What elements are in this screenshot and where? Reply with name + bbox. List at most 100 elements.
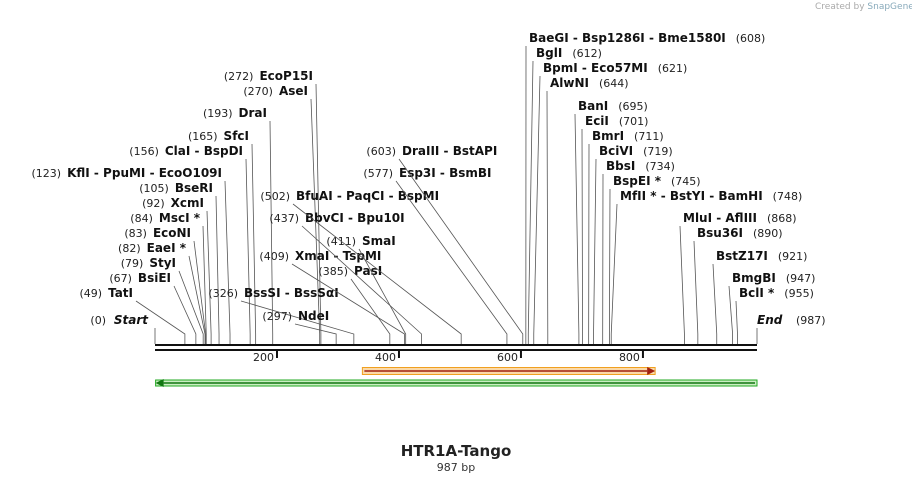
site-name: MscI * (159, 211, 201, 225)
site-position: (603) (366, 145, 396, 158)
site-position: (748) (773, 190, 803, 203)
site-leader-line (135, 300, 186, 344)
site-position: (745) (671, 175, 701, 188)
site-position: (612) (572, 47, 602, 60)
site-name: MluI - AflIII (683, 211, 757, 225)
site-name: KflI - PpuMI - EcoO109I (67, 166, 222, 180)
site-name: EcoP15I (259, 69, 313, 83)
site-name: BsiEI (138, 271, 171, 285)
site-position: (621) (658, 62, 688, 75)
site-leader-line (206, 210, 212, 344)
site-position: (79) (121, 257, 144, 270)
site-leader-line (292, 203, 462, 344)
site-name: BanI (578, 99, 608, 113)
site-leader-line (173, 285, 197, 344)
feature-green-arrowhead (155, 379, 164, 387)
site-name: BciVI (599, 144, 633, 158)
site-position: (695) (618, 100, 648, 113)
site-leader-line (178, 270, 204, 344)
backbone-bottom-strand (155, 349, 757, 351)
site-leader-line (728, 285, 734, 344)
site-position: (123) (31, 167, 61, 180)
map-title: HTR1A-Tango (400, 442, 512, 460)
site-position: (105) (139, 182, 169, 195)
site-leader-line (315, 83, 322, 344)
site-leader-line (679, 225, 685, 344)
site-name: AlwNI (550, 76, 589, 90)
site-position: (890) (753, 227, 783, 240)
credit-text: Created by SnapGene (815, 2, 912, 12)
map-length: 987 bp (436, 461, 476, 474)
site-name: BspEI * (613, 174, 662, 188)
site-leader-line (593, 158, 597, 344)
site-position: (955) (784, 287, 814, 300)
site-position: (921) (778, 250, 808, 263)
site-position: (437) (269, 212, 299, 225)
site-name: EcoNI (153, 226, 191, 240)
ruler-tick-label: 400 (375, 351, 396, 364)
site-name: MfII * - BstYI - BamHI (620, 189, 763, 203)
site-name: BbsI (606, 159, 635, 173)
site-position: (67) (109, 272, 132, 285)
site-leader-line (224, 180, 231, 344)
site-name: NdeI (298, 309, 329, 323)
site-position: (385) (318, 265, 348, 278)
site-name: ClaI - BspDI (165, 144, 243, 158)
site-position: (165) (188, 130, 218, 143)
site-name: BbvCI - Bpu10I (305, 211, 405, 225)
site-leader-line (294, 323, 337, 344)
feature-orange-arrowhead (647, 367, 656, 375)
site-position: (156) (129, 145, 159, 158)
site-position: (868) (767, 212, 797, 225)
site-name: BssSI - BssSαI (244, 286, 339, 300)
site-name: BglI (536, 46, 562, 60)
site-position: (49) (79, 287, 102, 300)
site-name: SmaI (362, 234, 396, 248)
site-name: SfcI (224, 129, 249, 143)
site-leader-line (610, 203, 618, 344)
site-name: BstZ17I (716, 249, 768, 263)
site-leader-line (398, 158, 524, 344)
site-name: BaeGI - Bsp1286I - Bme1580I (529, 31, 726, 45)
ruler-tick-label: 800 (619, 351, 640, 364)
site-name: DraI (239, 106, 267, 120)
site-leader-line (712, 263, 718, 344)
site-leader-line (240, 300, 355, 344)
site-leader-line (245, 158, 251, 344)
start-label: Start (114, 313, 149, 327)
site-name: BclI * (739, 286, 775, 300)
site-leader-line (269, 120, 274, 344)
site-name: BmgBI (732, 271, 776, 285)
site-position: (577) (363, 167, 393, 180)
site-leader-line (581, 128, 583, 344)
site-position: (502) (260, 190, 290, 203)
site-name: StyI (149, 256, 176, 270)
site-leader-line (527, 60, 534, 344)
site-leader-line (350, 278, 391, 344)
site-leader-line (193, 240, 207, 344)
site-name: XcmI (171, 196, 204, 210)
site-position: (719) (643, 145, 673, 158)
site-name: EaeI * (147, 241, 187, 255)
site-leader-line (215, 195, 220, 344)
site-name: BpmI - Eco57MI (543, 61, 648, 75)
site-leader-line (310, 98, 321, 344)
site-leader-line (735, 300, 738, 344)
site-name: TatI (108, 286, 133, 300)
site-leader-line (188, 255, 206, 344)
site-position: (326) (208, 287, 238, 300)
site-position: (644) (599, 77, 629, 90)
end-position: (987) (796, 314, 826, 327)
site-position: (734) (645, 160, 675, 173)
site-position: (297) (262, 310, 292, 323)
site-name: DraIII - BstAPI (402, 144, 497, 158)
start-position: (0) (90, 314, 106, 327)
site-name: BseRI (175, 181, 213, 195)
site-name: BmrI (592, 129, 624, 143)
site-position: (947) (786, 272, 816, 285)
site-leader-line (202, 225, 207, 344)
site-position: (272) (224, 70, 254, 83)
site-position: (84) (130, 212, 153, 225)
